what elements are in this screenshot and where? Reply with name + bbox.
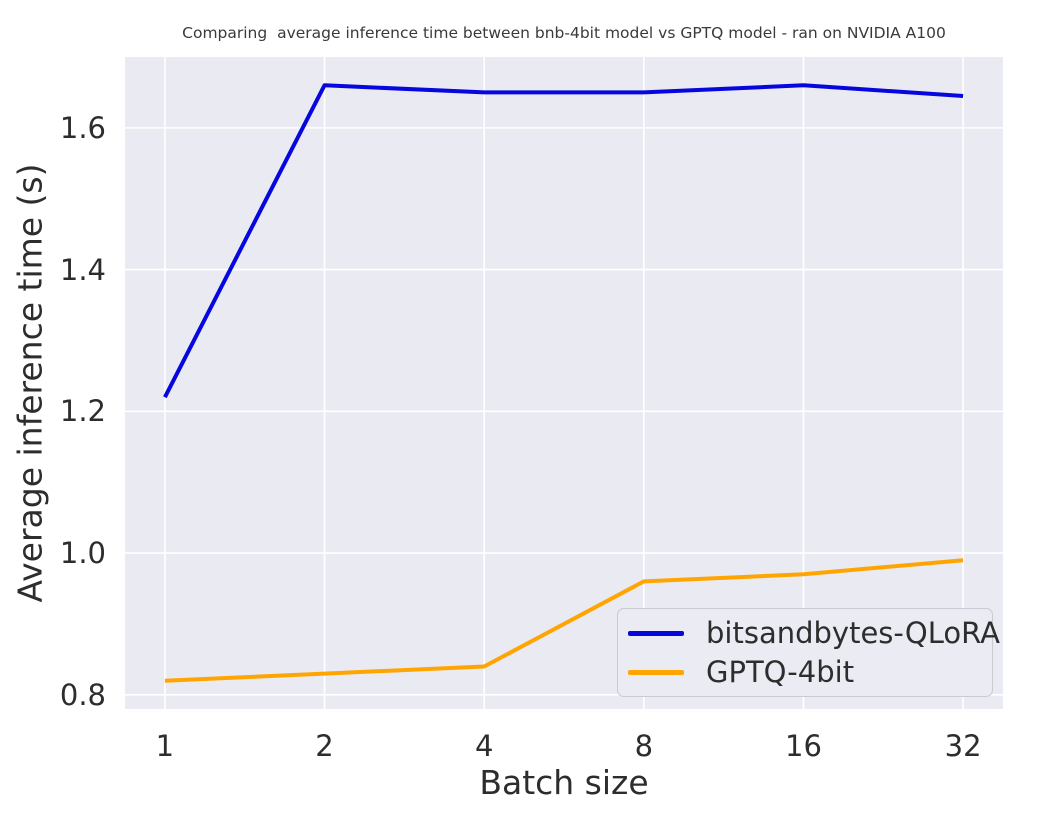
series-line-GPTQ-4bit [164, 558, 964, 683]
y-tick-label-0.8: 0.8 [59, 677, 106, 712]
x-axis-label: Batch size [479, 763, 649, 802]
legend-line-swatch [628, 630, 684, 636]
legend-line-swatch [628, 669, 684, 675]
x-tick-label-2: 2 [315, 729, 334, 763]
x-tick-label-32: 32 [944, 729, 982, 763]
y-tick-label-1.6: 1.6 [59, 110, 106, 145]
x-tick-label-1: 1 [155, 729, 175, 763]
y-tick-label-1.4: 1.4 [59, 252, 106, 287]
plot-background [125, 57, 1003, 709]
series-line-bitsandbytes-QLoRA [163, 83, 964, 399]
y-tick-label-1.2: 1.2 [59, 394, 106, 429]
legend-item: GPTQ-4bit [628, 653, 978, 692]
chart-title: Comparing average inference time between… [182, 24, 946, 42]
y-axis-label: Average inference time (s) [10, 163, 50, 603]
legend-item: bitsandbytes-QLoRA [628, 614, 1000, 653]
legend: bitsandbytes-QLoRA GPTQ-4bit [617, 608, 1000, 697]
x-tick-label-4: 4 [474, 729, 494, 763]
y-tick-label-1.0: 1.0 [59, 536, 106, 571]
legend-item-label: GPTQ-4bit [706, 654, 855, 689]
x-tick-label-16: 16 [785, 729, 822, 763]
legend-item-label: bitsandbytes-QLoRA [706, 615, 1000, 650]
x-tick-label-8: 8 [634, 729, 654, 763]
